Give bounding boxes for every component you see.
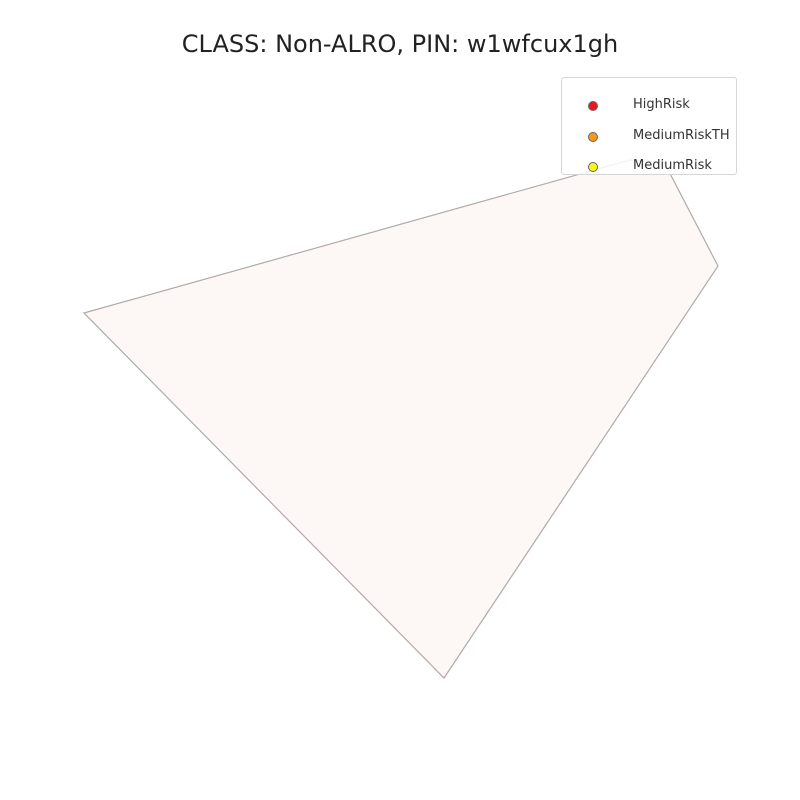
mediumriskth-marker-icon	[588, 132, 598, 142]
mediumrisk-marker-icon	[588, 162, 598, 172]
legend-label-highrisk: HighRisk	[633, 97, 690, 112]
legend-label-mediumrisk: MediumRisk	[633, 158, 712, 173]
legend: HighRisk MediumRiskTH MediumRisk	[561, 77, 737, 175]
parcel-polygon	[82, 159, 719, 679]
legend-label-mediumriskth: MediumRiskTH	[633, 128, 730, 143]
legend-item-highrisk: HighRisk	[562, 96, 736, 116]
legend-item-mediumrisk: MediumRisk	[562, 157, 736, 177]
map-title: CLASS: Non-ALRO, PIN: w1wfcux1gh	[181, 30, 619, 58]
legend-item-mediumriskth: MediumRiskTH	[562, 127, 736, 147]
highrisk-marker-icon	[588, 101, 598, 111]
